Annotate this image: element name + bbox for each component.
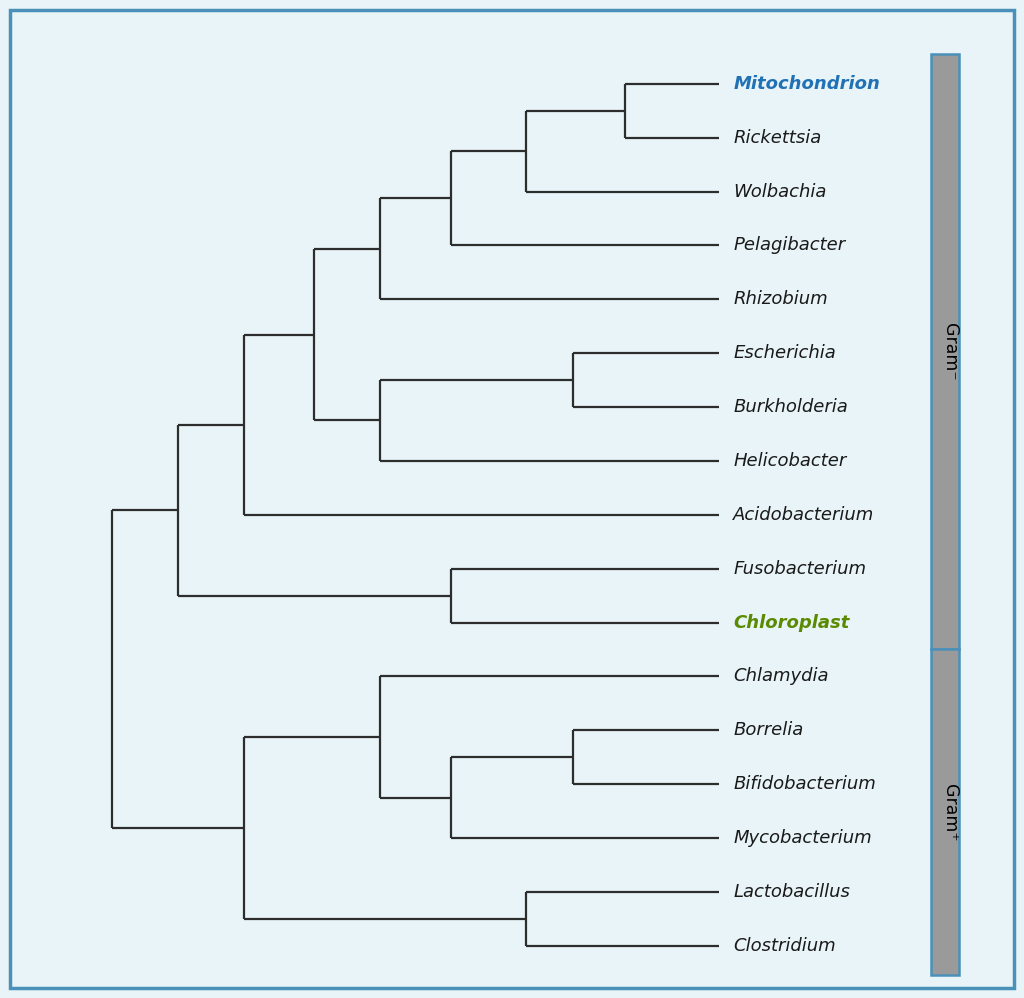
Text: Lactobacillus: Lactobacillus — [733, 883, 850, 901]
Text: Rhizobium: Rhizobium — [733, 290, 828, 308]
FancyBboxPatch shape — [931, 54, 959, 650]
Text: Burkholderia: Burkholderia — [733, 398, 848, 416]
Text: Pelagibacter: Pelagibacter — [733, 237, 846, 254]
Text: Bifidobacterium: Bifidobacterium — [733, 775, 877, 793]
Text: Clostridium: Clostridium — [733, 937, 836, 955]
Text: Rickettsia: Rickettsia — [733, 129, 821, 147]
Text: Acidobacterium: Acidobacterium — [733, 506, 874, 524]
Text: Mycobacterium: Mycobacterium — [733, 829, 872, 847]
Text: Fusobacterium: Fusobacterium — [733, 560, 866, 578]
Text: Gram⁺: Gram⁺ — [941, 783, 959, 841]
Text: Mitochondrion: Mitochondrion — [733, 75, 881, 93]
Text: Chlamydia: Chlamydia — [733, 668, 828, 686]
Text: Borrelia: Borrelia — [733, 722, 804, 740]
Text: Escherichia: Escherichia — [733, 344, 837, 362]
FancyBboxPatch shape — [931, 650, 959, 975]
Text: Gram⁻: Gram⁻ — [941, 323, 959, 380]
Text: Helicobacter: Helicobacter — [733, 452, 847, 470]
Text: Wolbachia: Wolbachia — [733, 183, 826, 201]
Text: Chloroplast: Chloroplast — [733, 614, 850, 632]
